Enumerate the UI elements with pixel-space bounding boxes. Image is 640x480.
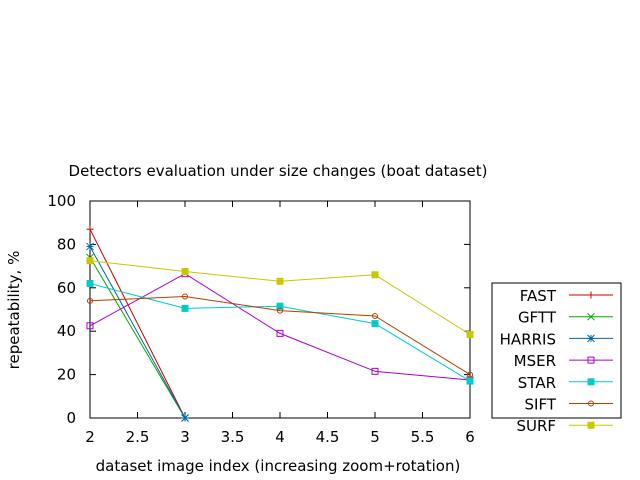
legend-marker-gftt — [587, 312, 595, 321]
data-point-surf — [466, 330, 474, 338]
data-point-surf — [181, 268, 189, 276]
y-tick-label: 100 — [47, 192, 76, 210]
legend-label-fast: FAST — [520, 287, 557, 305]
x-axis-label: dataset image index (increasing zoom+rot… — [96, 457, 461, 475]
data-point-mser — [371, 367, 379, 375]
data-point-harris — [181, 414, 189, 422]
y-tick-label: 20 — [57, 366, 76, 384]
data-point-star — [181, 304, 189, 312]
legend-marker-mser — [587, 356, 595, 364]
series-line-gftt — [89, 257, 186, 419]
x-tick-label: 3 — [180, 428, 190, 446]
data-point-surf — [86, 257, 94, 265]
data-point-fast — [86, 225, 94, 233]
legend-box — [491, 282, 622, 419]
legend-marker-surf — [587, 421, 595, 429]
legend-marker-fast — [587, 291, 595, 299]
x-tick-label: 4 — [275, 428, 285, 446]
legend-label-gftt: GFTT — [518, 309, 557, 327]
series-line-harris — [89, 246, 186, 419]
series-line-mser — [89, 273, 471, 381]
legend-label-sift: SIFT — [525, 396, 557, 414]
series-line-fast — [89, 228, 186, 419]
legend-marker-star — [587, 378, 595, 386]
legend-marker-sift — [588, 400, 594, 407]
x-tick-label: 4.5 — [316, 428, 340, 446]
legend-marker-harris — [587, 334, 595, 343]
legend-label-star: STAR — [518, 374, 556, 392]
data-point-surf — [371, 271, 379, 279]
chart-title: Detectors evaluation under size changes … — [69, 162, 488, 180]
x-tick-label: 6 — [465, 428, 475, 446]
x-tick-label: 5.5 — [411, 428, 435, 446]
data-point-harris — [86, 242, 94, 251]
legend-label-surf: SURF — [516, 417, 556, 435]
data-point-mser — [86, 322, 94, 330]
data-point-sift — [277, 307, 283, 314]
x-tick-label: 2 — [85, 428, 95, 446]
data-point-star — [371, 320, 379, 328]
series-line-surf — [89, 260, 471, 335]
data-point-sift — [372, 313, 378, 320]
series-line-sift — [89, 295, 471, 376]
x-tick-label: 2.5 — [126, 428, 150, 446]
legend-label-mser: MSER — [514, 352, 556, 370]
y-tick-label: 40 — [57, 322, 76, 340]
legend-label-harris: HARRIS — [500, 330, 556, 348]
data-point-star — [86, 279, 94, 287]
data-point-star — [466, 377, 474, 385]
data-point-sift — [182, 293, 188, 300]
y-tick-label: 80 — [57, 235, 76, 253]
y-tick-label: 60 — [57, 279, 76, 297]
data-point-sift — [467, 371, 473, 378]
data-point-sift — [87, 297, 93, 304]
legend: FAST GFTT HARRIS MSER STAR SIFT SURF — [491, 282, 622, 435]
data-point-star — [276, 302, 284, 310]
data-point-surf — [276, 277, 284, 285]
data-point-mser — [276, 329, 284, 337]
x-tick-label: 3.5 — [221, 428, 245, 446]
y-tick-label: 0 — [66, 409, 76, 427]
y-axis-label: repeatability, % — [5, 251, 23, 370]
x-tick-label: 5 — [370, 428, 380, 446]
